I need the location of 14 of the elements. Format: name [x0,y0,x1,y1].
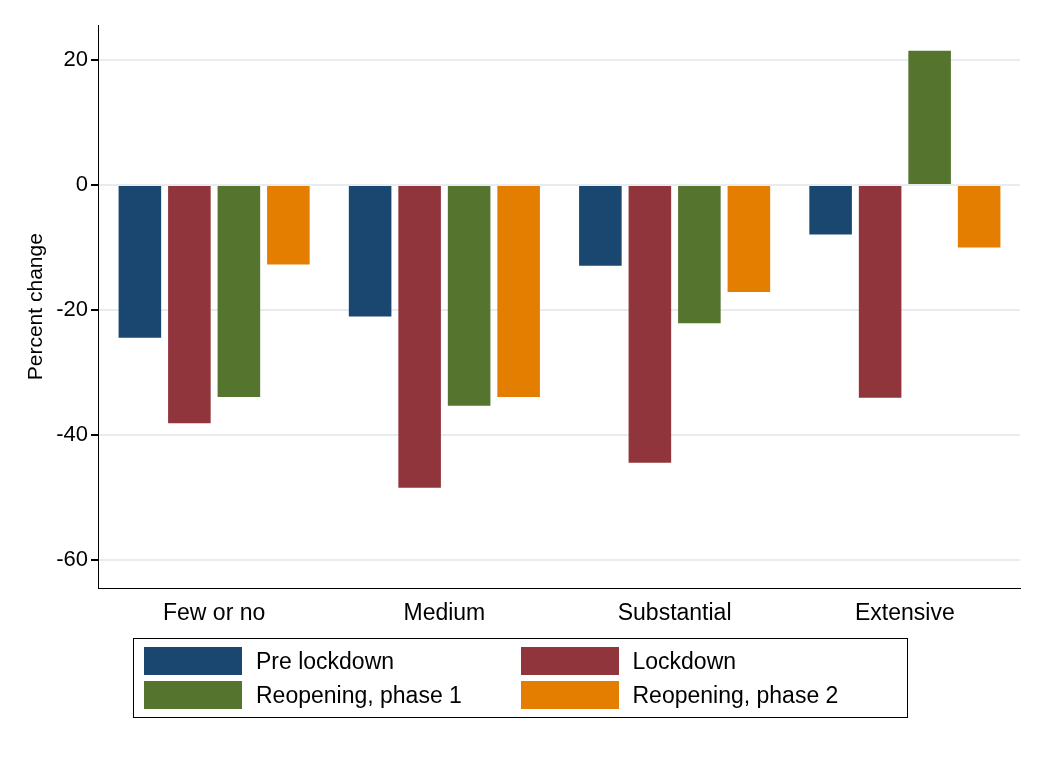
legend-label: Pre lockdown [256,647,395,675]
legend-label: Lockdown [632,647,737,675]
y-axis-title: Percent change [23,233,47,381]
y-tick-label: -20 [56,296,88,322]
y-tick-label: 20 [63,46,88,72]
legend-label: Reopening, phase 1 [256,681,462,709]
x-tick-label: Medium [403,598,486,625]
y-tick-label: 0 [75,171,88,197]
x-tick-label: Substantial [617,598,732,625]
x-tick-label: Few or no [162,598,266,625]
x-tick-label: Extensive [855,598,955,625]
legend-label: Reopening, phase 2 [632,681,839,709]
y-tick-label: -60 [56,546,88,572]
y-tick-label: -40 [56,421,88,447]
